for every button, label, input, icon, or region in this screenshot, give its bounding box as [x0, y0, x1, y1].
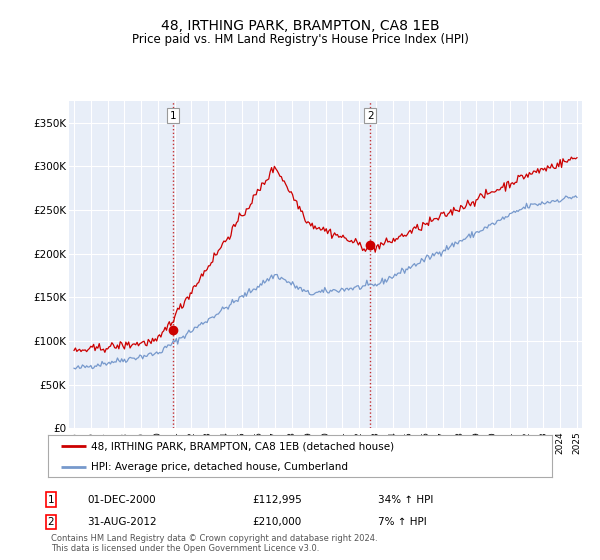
Text: 31-AUG-2012: 31-AUG-2012: [87, 517, 157, 527]
Text: 48, IRTHING PARK, BRAMPTON, CA8 1EB: 48, IRTHING PARK, BRAMPTON, CA8 1EB: [161, 18, 439, 32]
Text: £210,000: £210,000: [252, 517, 301, 527]
Text: £112,995: £112,995: [252, 494, 302, 505]
Text: 2: 2: [47, 517, 55, 527]
Text: 1: 1: [47, 494, 55, 505]
Text: 01-DEC-2000: 01-DEC-2000: [87, 494, 155, 505]
Text: 34% ↑ HPI: 34% ↑ HPI: [378, 494, 433, 505]
Text: 7% ↑ HPI: 7% ↑ HPI: [378, 517, 427, 527]
Text: 48, IRTHING PARK, BRAMPTON, CA8 1EB (detached house): 48, IRTHING PARK, BRAMPTON, CA8 1EB (det…: [91, 441, 394, 451]
Text: 2: 2: [367, 111, 374, 120]
Text: Price paid vs. HM Land Registry's House Price Index (HPI): Price paid vs. HM Land Registry's House …: [131, 32, 469, 46]
Text: HPI: Average price, detached house, Cumberland: HPI: Average price, detached house, Cumb…: [91, 461, 348, 472]
Text: Contains HM Land Registry data © Crown copyright and database right 2024.
This d: Contains HM Land Registry data © Crown c…: [51, 534, 377, 553]
Text: 1: 1: [170, 111, 176, 120]
